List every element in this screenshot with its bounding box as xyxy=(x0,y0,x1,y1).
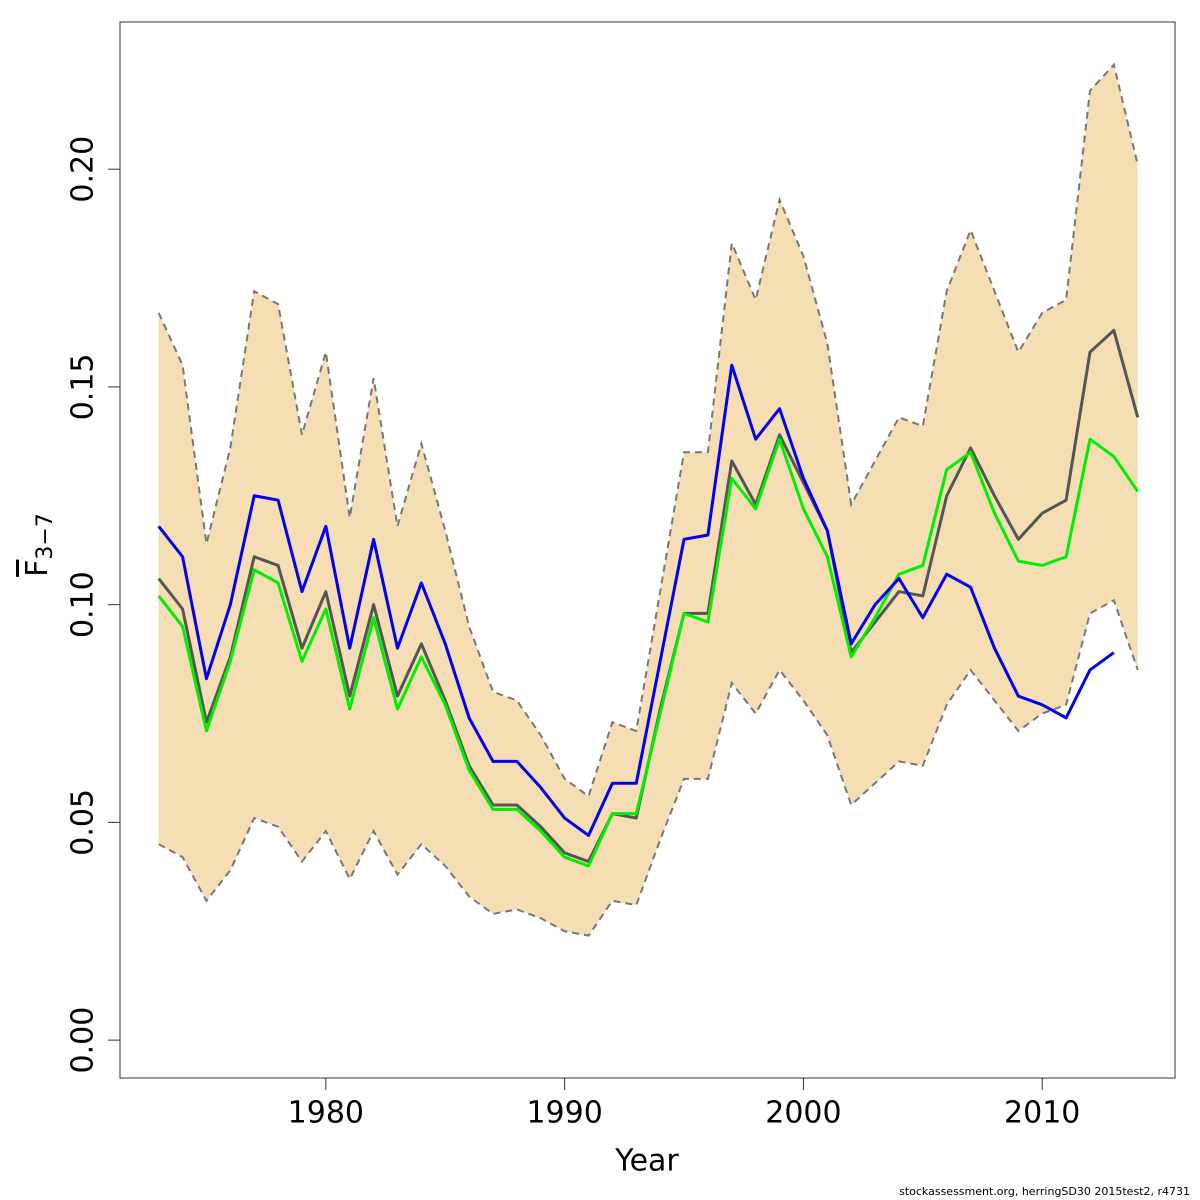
series-line xyxy=(157,437,1139,868)
plot-frame xyxy=(119,21,1176,1079)
y-axis-label-main: F xyxy=(20,560,55,577)
y-tick-label: 0.15 xyxy=(66,354,101,421)
y-tick-label: 0.00 xyxy=(66,1007,101,1074)
y-tick-label: 0.05 xyxy=(66,789,101,856)
series-line xyxy=(157,363,1115,837)
y-tick-label: 0.20 xyxy=(66,136,101,203)
y-tick-label: 0.10 xyxy=(66,571,101,638)
x-tick-label: 1980 xyxy=(288,1096,364,1131)
band-upper-line xyxy=(157,62,1139,798)
y-axis-label-subscript: 3−7 xyxy=(33,513,58,559)
x-axis-label: Year xyxy=(614,1144,679,1179)
x-tick-label: 2010 xyxy=(1004,1096,1080,1131)
footnote: stockassessment.org, herringSD30 2015tes… xyxy=(899,1185,1190,1198)
band-lower-line xyxy=(158,598,1139,937)
x-tick-label: 1990 xyxy=(526,1096,602,1131)
x-tick-label: 2000 xyxy=(765,1096,841,1131)
confidence-band xyxy=(158,64,1138,936)
y-axis-label: F3−7 xyxy=(20,513,59,577)
